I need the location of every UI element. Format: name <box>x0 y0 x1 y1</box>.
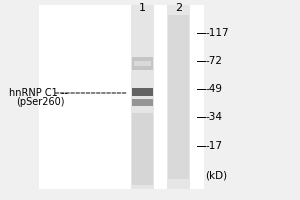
Bar <box>167 5 190 189</box>
Bar <box>39 5 204 189</box>
Bar <box>133 57 152 70</box>
Text: 2: 2 <box>175 3 182 13</box>
Bar <box>132 88 153 96</box>
Text: (kD): (kD) <box>206 171 228 181</box>
Text: -117: -117 <box>206 28 229 38</box>
Text: (pSer260): (pSer260) <box>16 97 65 107</box>
Text: -49: -49 <box>206 84 223 94</box>
Text: 1: 1 <box>139 3 146 13</box>
Text: hnRNP C1 --: hnRNP C1 -- <box>9 88 68 98</box>
Bar <box>169 15 189 179</box>
Text: -72: -72 <box>206 56 223 66</box>
Bar <box>131 5 154 189</box>
Bar <box>133 113 152 185</box>
Text: -17: -17 <box>206 141 223 151</box>
Bar <box>132 99 153 106</box>
Bar <box>134 61 152 66</box>
Text: -34: -34 <box>206 112 223 122</box>
